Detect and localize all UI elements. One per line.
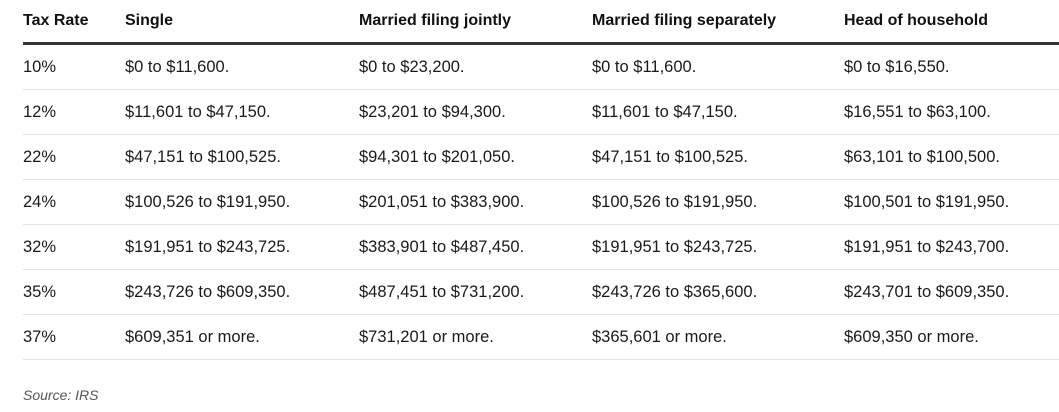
- cell-single: $11,601 to $47,150.: [125, 89, 359, 135]
- cell-head-of-household: $191,951 to $243,700.: [844, 224, 1059, 270]
- header-married-filing-jointly: Married filing jointly: [359, 0, 592, 45]
- cell-head-of-household: $0 to $16,550.: [844, 43, 1059, 90]
- cell-married-jointly: $383,901 to $487,450.: [359, 224, 592, 270]
- cell-single: $243,726 to $609,350.: [125, 269, 359, 315]
- table-row: 24% $100,526 to $191,950. $201,051 to $3…: [23, 179, 1059, 225]
- source-note: Source: IRS: [23, 387, 99, 403]
- cell-tax-rate: 35%: [23, 269, 125, 315]
- cell-single: $100,526 to $191,950.: [125, 179, 359, 225]
- tax-bracket-table: Tax Rate Single Married filing jointly M…: [23, 0, 1059, 360]
- cell-married-separately: $100,526 to $191,950.: [592, 179, 844, 225]
- cell-head-of-household: $609,350 or more.: [844, 314, 1059, 360]
- cell-married-jointly: $487,451 to $731,200.: [359, 269, 592, 315]
- table-row: 37% $609,351 or more. $731,201 or more. …: [23, 314, 1059, 360]
- cell-married-separately: $191,951 to $243,725.: [592, 224, 844, 270]
- table-row: 22% $47,151 to $100,525. $94,301 to $201…: [23, 134, 1059, 180]
- cell-married-separately: $47,151 to $100,525.: [592, 134, 844, 180]
- cell-tax-rate: 12%: [23, 89, 125, 135]
- cell-tax-rate: 24%: [23, 179, 125, 225]
- cell-married-jointly: $23,201 to $94,300.: [359, 89, 592, 135]
- cell-head-of-household: $100,501 to $191,950.: [844, 179, 1059, 225]
- header-married-filing-separately: Married filing separately: [592, 0, 844, 45]
- cell-married-separately: $0 to $11,600.: [592, 43, 844, 90]
- table-row: 35% $243,726 to $609,350. $487,451 to $7…: [23, 269, 1059, 315]
- table-row: 10% $0 to $11,600. $0 to $23,200. $0 to …: [23, 43, 1059, 90]
- cell-married-separately: $11,601 to $47,150.: [592, 89, 844, 135]
- cell-tax-rate: 22%: [23, 134, 125, 180]
- cell-tax-rate: 10%: [23, 43, 125, 90]
- cell-tax-rate: 32%: [23, 224, 125, 270]
- cell-married-jointly: $201,051 to $383,900.: [359, 179, 592, 225]
- cell-single: $47,151 to $100,525.: [125, 134, 359, 180]
- cell-married-jointly: $94,301 to $201,050.: [359, 134, 592, 180]
- header-tax-rate: Tax Rate: [23, 0, 125, 45]
- header-head-of-household: Head of household: [844, 0, 1059, 45]
- cell-single: $191,951 to $243,725.: [125, 224, 359, 270]
- cell-head-of-household: $243,701 to $609,350.: [844, 269, 1059, 315]
- tax-bracket-table-container: Tax Rate Single Married filing jointly M…: [23, 0, 1059, 360]
- cell-head-of-household: $16,551 to $63,100.: [844, 89, 1059, 135]
- cell-married-jointly: $731,201 or more.: [359, 314, 592, 360]
- cell-married-separately: $365,601 or more.: [592, 314, 844, 360]
- table-row: 32% $191,951 to $243,725. $383,901 to $4…: [23, 224, 1059, 270]
- cell-married-separately: $243,726 to $365,600.: [592, 269, 844, 315]
- table-header-row: Tax Rate Single Married filing jointly M…: [23, 0, 1059, 45]
- header-single: Single: [125, 0, 359, 45]
- cell-single: $0 to $11,600.: [125, 43, 359, 90]
- cell-tax-rate: 37%: [23, 314, 125, 360]
- table-row: 12% $11,601 to $47,150. $23,201 to $94,3…: [23, 89, 1059, 135]
- cell-single: $609,351 or more.: [125, 314, 359, 360]
- cell-married-jointly: $0 to $23,200.: [359, 43, 592, 90]
- cell-head-of-household: $63,101 to $100,500.: [844, 134, 1059, 180]
